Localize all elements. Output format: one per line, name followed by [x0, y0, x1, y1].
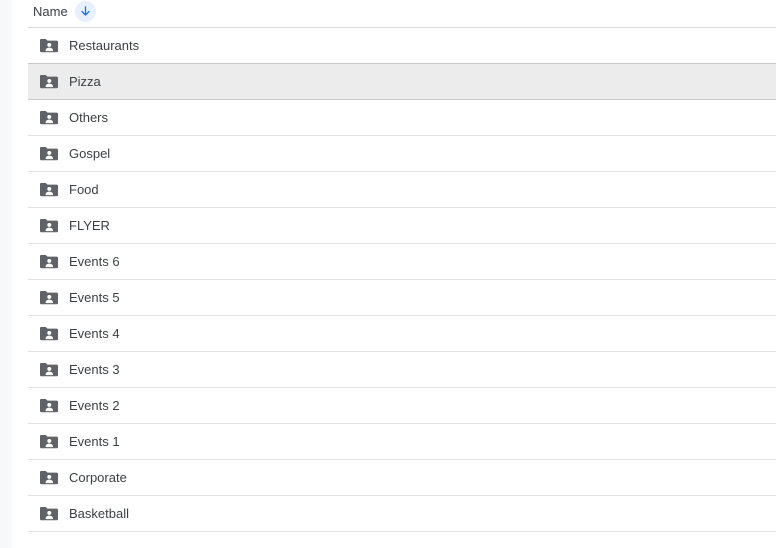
folder-name: Food [69, 182, 99, 197]
shared-folder-icon [40, 74, 58, 89]
folder-name: Events 5 [69, 290, 120, 305]
folder-name: Gospel [69, 146, 111, 161]
folder-row[interactable]: Basketball [28, 496, 776, 532]
shared-folder-icon [40, 326, 58, 341]
folder-name: Others [69, 110, 109, 125]
shared-folder-icon [40, 146, 58, 161]
name-column-header[interactable]: Name [33, 4, 68, 19]
folder-row[interactable]: Events 4 [28, 316, 776, 352]
folder-row[interactable]: Events 1 [28, 424, 776, 460]
shared-folder-icon [40, 398, 58, 413]
shared-folder-icon [40, 38, 58, 53]
folder-row[interactable]: Corporate [28, 460, 776, 496]
folder-name: Events 2 [69, 398, 120, 413]
folder-row[interactable]: Events 5 [28, 280, 776, 316]
shared-folder-icon [40, 290, 58, 305]
folder-name: Events 6 [69, 254, 120, 269]
folder-name: FLYER [69, 218, 110, 233]
folder-name: Events 4 [69, 326, 120, 341]
shared-folder-icon [40, 182, 58, 197]
folder-list: Name Restaurants Pizza [28, 0, 776, 532]
folder-row[interactable]: Events 2 [28, 388, 776, 424]
shared-folder-icon [40, 362, 58, 377]
folder-row[interactable]: Others [28, 100, 776, 136]
list-header: Name [28, 0, 776, 28]
folder-rows: Restaurants Pizza Others G [28, 28, 776, 532]
folder-name: Basketball [69, 506, 129, 521]
folder-row[interactable]: Gospel [28, 136, 776, 172]
shared-folder-icon [40, 470, 58, 485]
folder-row[interactable]: Restaurants [28, 28, 776, 64]
folder-name: Corporate [69, 470, 127, 485]
arrow-down-icon [81, 6, 90, 16]
folder-row[interactable]: Events 3 [28, 352, 776, 388]
shared-folder-icon [40, 110, 58, 125]
left-gutter [0, 0, 12, 548]
shared-folder-icon [40, 254, 58, 269]
shared-folder-icon [40, 218, 58, 233]
shared-folder-icon [40, 506, 58, 521]
folder-row[interactable]: Pizza [28, 64, 776, 100]
folder-name: Events 1 [69, 434, 120, 449]
shared-folder-icon [40, 434, 58, 449]
folder-name: Restaurants [69, 38, 140, 53]
folder-row[interactable]: FLYER [28, 208, 776, 244]
folder-name: Pizza [69, 74, 101, 89]
folder-row[interactable]: Food [28, 172, 776, 208]
folder-row[interactable]: Events 6 [28, 244, 776, 280]
sort-direction-button[interactable] [74, 1, 96, 22]
folder-name: Events 3 [69, 362, 120, 377]
